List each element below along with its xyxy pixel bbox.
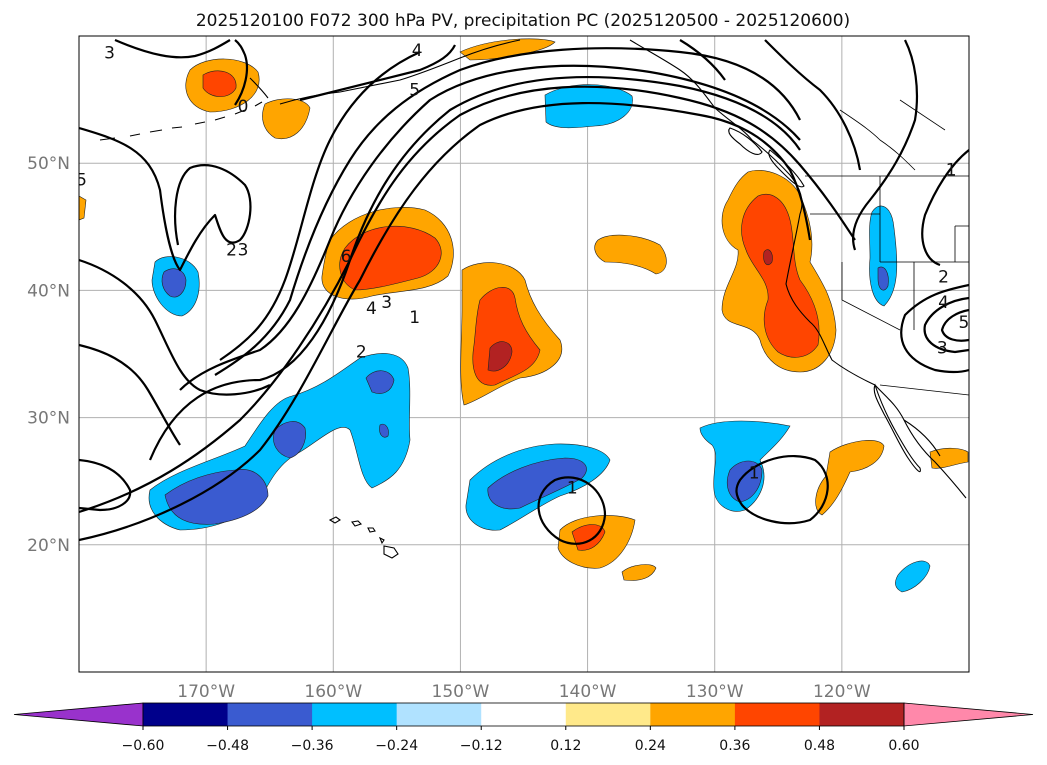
precip-blob xyxy=(594,234,667,275)
precip-blob xyxy=(262,98,311,140)
pv-contour-label: 2 xyxy=(47,447,58,467)
colorbar-segment xyxy=(227,703,313,726)
precip-blob xyxy=(877,266,889,291)
colorbar-segment xyxy=(396,703,482,726)
pv-contour-label: 1 xyxy=(567,479,578,499)
colorbar-segment xyxy=(650,703,736,726)
pv-contour-label: 4 xyxy=(938,293,949,313)
pv-contour-label: 0 xyxy=(238,97,249,117)
latitude-tick-label: 50°N xyxy=(27,154,70,174)
map-frame xyxy=(78,35,970,673)
precip-blob xyxy=(273,421,306,459)
precip-positive-anomalies xyxy=(79,38,969,581)
longitude-tick-label: 170°W xyxy=(177,682,235,702)
colorbar-level-label: −0.60 xyxy=(122,738,165,754)
colorbar-extend-low xyxy=(13,702,144,727)
longitude-axis: 170°W 160°W 150°W 140°W 130°W 120°W xyxy=(177,682,871,702)
colorbar-level-label: 0.60 xyxy=(888,738,919,754)
precip-blob xyxy=(487,457,587,510)
pv-contour-label: 4 xyxy=(412,41,423,61)
colorbar: −0.60 −0.48 −0.36 −0.24 −0.12 0.12 0.24 0.36 0.4… xyxy=(13,702,1034,754)
precip-blob xyxy=(339,225,442,291)
precip-blob xyxy=(365,370,395,394)
precip-blob xyxy=(929,447,969,469)
colorbar-level-label: 0.36 xyxy=(719,738,750,754)
colorbar-level-label: −0.36 xyxy=(291,738,334,754)
pv-contour-label: 5 xyxy=(959,313,970,333)
pv-contour-label: 2 xyxy=(226,241,237,261)
colorbar-level-label: 0.48 xyxy=(804,738,835,754)
longitude-tick-label: 140°W xyxy=(559,682,617,702)
colorbar-level-label: 0.24 xyxy=(635,738,666,754)
pv-contours xyxy=(79,38,969,545)
graticule xyxy=(79,36,969,672)
precip-blob xyxy=(459,38,556,61)
precip-blob xyxy=(164,469,269,525)
precip-blob xyxy=(895,560,931,593)
pv-contour-label: 2 xyxy=(938,267,949,287)
latitude-tick-label: 40°N xyxy=(27,281,70,301)
pv-contour-label: 3 xyxy=(937,339,948,359)
colorbar-segment xyxy=(143,703,229,726)
longitude-tick-label: 150°W xyxy=(432,682,490,702)
colorbar-level-label: −0.24 xyxy=(375,738,418,754)
latitude-tick-label: 20°N xyxy=(27,536,70,556)
colorbar-frame xyxy=(142,702,905,727)
pv-contour-label: 4 xyxy=(48,255,59,275)
precip-blob xyxy=(741,194,820,358)
latitude-tick-label: 30°N xyxy=(27,409,70,429)
pv-contour-label: 6 xyxy=(341,247,352,267)
pv-contour-label: 3 xyxy=(381,293,392,313)
colorbar-level-label: 0.12 xyxy=(550,738,581,754)
pv-contour-label: 1 xyxy=(946,161,957,181)
longitude-tick-label: 160°W xyxy=(304,682,362,702)
colorbar-segment xyxy=(312,703,398,726)
colorbar-level-label: −0.48 xyxy=(206,738,249,754)
contour-label-bg xyxy=(47,253,61,271)
pv-contour-label: 1 xyxy=(409,308,420,328)
precip-blob xyxy=(79,195,87,221)
pv-contour-label: 3 xyxy=(238,241,249,261)
precip-blob xyxy=(869,205,898,307)
pv-contour-label: 3 xyxy=(104,44,115,64)
precip-blob xyxy=(763,249,773,265)
longitude-tick-label: 120°W xyxy=(813,682,871,702)
precip-blob xyxy=(161,268,187,298)
pv-contour-label: 5 xyxy=(76,171,87,191)
latitude-axis: 50°N 40°N 30°N 20°N xyxy=(27,154,70,556)
pv-contour-label: 2 xyxy=(356,342,367,362)
colorbar-segment xyxy=(565,703,651,726)
pv-contour-label: 1 xyxy=(749,463,760,483)
contour-label-bg xyxy=(45,445,59,463)
precip-blob xyxy=(544,84,633,129)
precip-blob xyxy=(202,70,237,97)
pv-contour-label: 4 xyxy=(366,299,377,319)
precip-blob xyxy=(621,564,657,581)
colorbar-segment xyxy=(734,703,820,726)
precip-blob xyxy=(815,440,885,516)
figure-title: 2025120100 F072 300 hPa PV, precipitatio… xyxy=(196,11,850,31)
colorbar-segment xyxy=(819,703,905,726)
colorbar-segment xyxy=(481,703,567,726)
pv-contour-label: 5 xyxy=(409,80,420,100)
colorbar-level-label: −0.12 xyxy=(460,738,503,754)
colorbar-extend-high xyxy=(903,702,1034,727)
longitude-tick-label: 130°W xyxy=(686,682,744,702)
precip-blob xyxy=(379,423,389,438)
precip-blob xyxy=(487,341,513,372)
